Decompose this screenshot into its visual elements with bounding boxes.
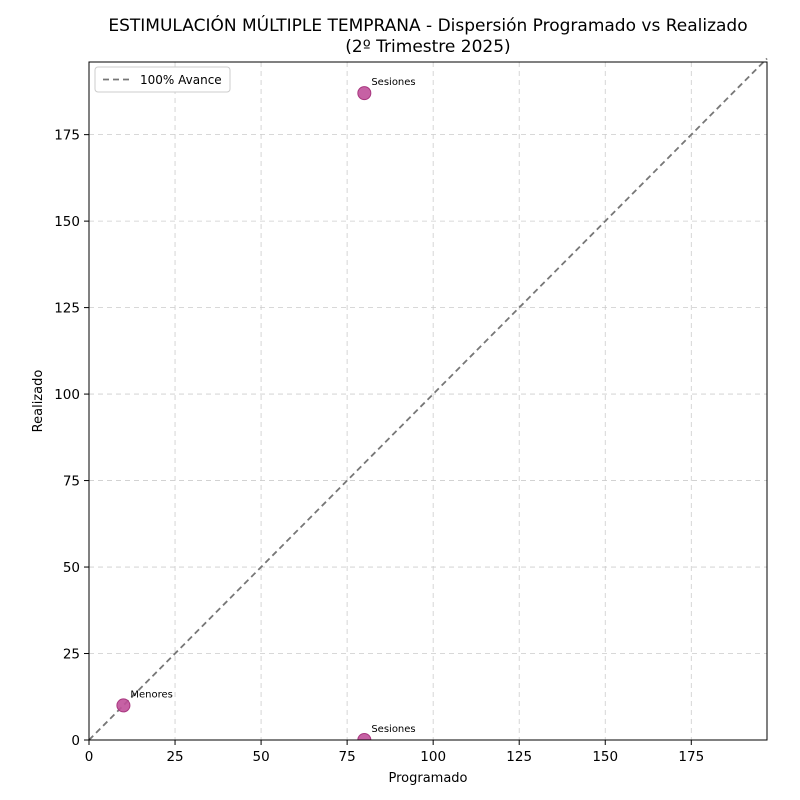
reference-line-100-percent bbox=[88, 57, 768, 741]
chart-title-text: ESTIMULACIÓN MÚLTIPLE TEMPRANA - Dispers… bbox=[108, 14, 747, 36]
x-tick-label: 100 bbox=[420, 749, 446, 765]
data-points: Sesiones Menores Sesiones bbox=[116, 77, 416, 740]
x-tick-label: 25 bbox=[166, 749, 183, 765]
x-tick-label: 50 bbox=[252, 749, 269, 765]
legend-box bbox=[94, 66, 231, 93]
y-tick-label: 125 bbox=[54, 301, 80, 317]
scatter-marker bbox=[357, 733, 372, 740]
point-annotation: Menores bbox=[130, 689, 173, 700]
x-tick-label: 125 bbox=[506, 749, 532, 765]
legend: 100% Avance bbox=[94, 66, 231, 93]
y-tick-label: 100 bbox=[54, 387, 80, 403]
y-tick-label: 150 bbox=[54, 214, 80, 230]
data-point: Menores bbox=[116, 689, 173, 713]
chart-title: ESTIMULACIÓN MÚLTIPLE TEMPRANA - Dispers… bbox=[108, 14, 747, 57]
data-point: Sesiones bbox=[357, 77, 416, 101]
x-tick-label: 75 bbox=[339, 749, 356, 765]
y-tick-label: 50 bbox=[63, 560, 80, 576]
y-axis-ticks: 0 25 50 75 100 125 150 175 bbox=[54, 128, 89, 749]
x-tick-label: 0 bbox=[85, 749, 94, 765]
point-annotation: Sesiones bbox=[371, 724, 415, 735]
y-tick-label: 0 bbox=[71, 733, 80, 749]
x-tick-label: 175 bbox=[678, 749, 704, 765]
y-tick-label: 25 bbox=[63, 647, 80, 663]
point-annotation: Sesiones bbox=[371, 77, 415, 88]
y-axis-label: Realizado bbox=[31, 370, 46, 433]
y-tick-label: 175 bbox=[54, 128, 80, 144]
plot-frame bbox=[88, 61, 768, 741]
y-tick-label: 75 bbox=[63, 474, 80, 490]
scatter-marker bbox=[116, 698, 131, 713]
grid-lines bbox=[88, 62, 767, 741]
legend-entry-label: 100% Avance bbox=[140, 73, 222, 87]
scatter-marker bbox=[357, 86, 372, 101]
x-axis-ticks: 0 25 50 75 100 125 150 175 bbox=[85, 740, 704, 765]
x-axis-label: Programado bbox=[388, 771, 467, 786]
chart-subtitle-text: (2º Trimestre 2025) bbox=[345, 37, 510, 57]
x-tick-label: 150 bbox=[592, 749, 618, 765]
data-point: Sesiones bbox=[357, 724, 416, 740]
